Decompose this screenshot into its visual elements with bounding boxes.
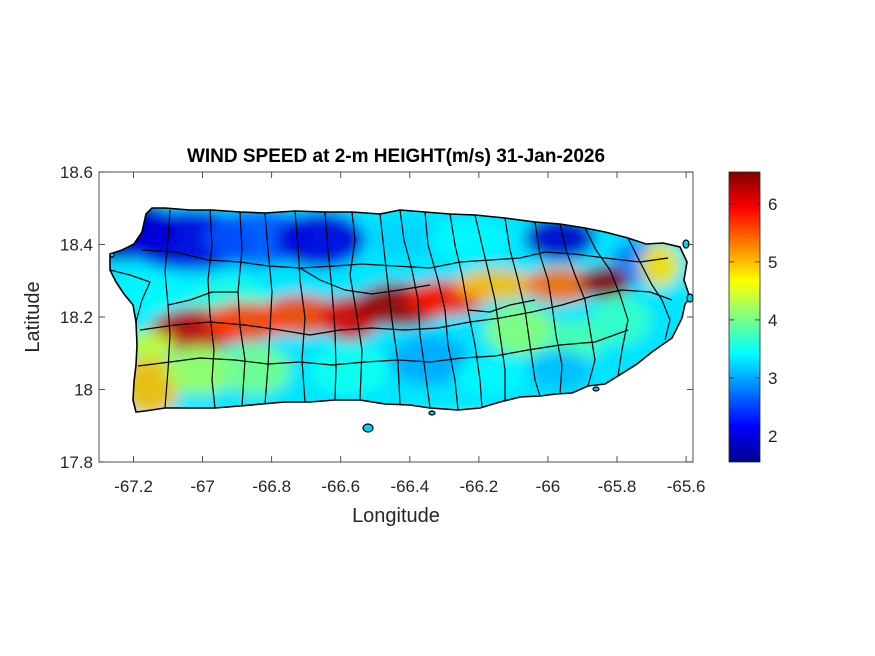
y-tick-label: 18 [74,381,93,400]
x-tick-label: -66.6 [321,477,360,496]
x-axis: -67.2 -67 -66.8 -66.6 -66.4 -66.2 -66 -65.8 -65.… [114,172,705,496]
colorbar-gradient [728,171,761,463]
colorbar-tick-label: 6 [768,195,777,214]
x-tick-label: -66.2 [460,477,499,496]
offshore-islets [109,239,694,433]
x-tick-label: -67 [190,477,215,496]
colorbar: 2 3 4 5 6 [728,171,777,463]
y-tick-label: 17.8 [60,453,93,472]
x-tick-label: -66 [536,477,561,496]
y-tick-label: 18.6 [60,163,93,182]
colorbar-ticks: 2 3 4 5 6 [729,195,777,446]
colorbar-tick-label: 5 [768,253,777,272]
x-tick-label: -65.6 [667,477,706,496]
y-tick-label: 18.2 [60,308,93,327]
colorbar-tick-label: 2 [768,427,777,446]
plot-area: -67.2 -67 -66.8 -66.6 -66.4 -66.2 -66 -65.8 -65.… [60,163,706,496]
wind-speed-heatmap [110,208,690,412]
y-axis: 17.8 18 18.2 18.4 18.6 [60,163,693,472]
chart-title: WIND SPEED at 2-m HEIGHT(m/s) 31-Jan-202… [187,146,605,167]
colorbar-tick-label: 4 [768,311,777,330]
puerto-rico-outline [109,207,691,413]
x-axis-label: Longitude [352,505,440,527]
colorbar-tick-label: 3 [768,369,777,388]
y-tick-label: 18.4 [60,236,93,255]
x-tick-label: -65.8 [598,477,637,496]
x-tick-label: -66.4 [390,477,429,496]
y-axis-label: Latitude [22,281,44,352]
municipality-boundaries [110,209,673,411]
x-tick-label: -67.2 [114,477,153,496]
x-tick-label: -66.8 [252,477,291,496]
